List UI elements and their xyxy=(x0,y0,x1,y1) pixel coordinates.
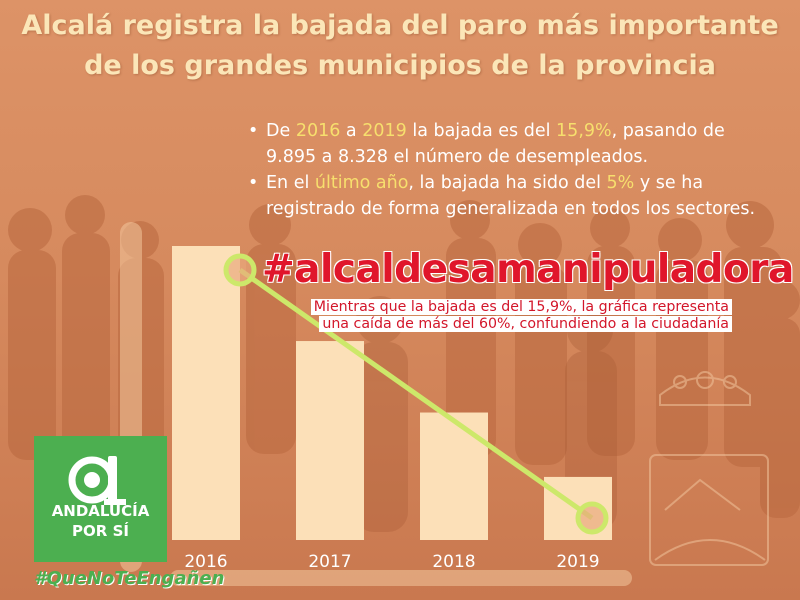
x-tick-label-2017: 2017 xyxy=(308,552,351,572)
bullet1-text-2: a xyxy=(340,121,363,141)
bar-2018 xyxy=(420,412,488,540)
party-logo-icon xyxy=(68,456,126,505)
bullet2-text-1: En el xyxy=(266,173,315,193)
bullet1-text-4: , pasando de 9.895 a 8.328 el número de … xyxy=(266,121,725,167)
trend-line xyxy=(238,267,594,521)
title-line-2: de los grandes municipios de la provinci… xyxy=(84,50,716,81)
bullet1-text-1: De xyxy=(266,121,296,141)
bullet1-text-3: la bajada es del xyxy=(406,121,557,141)
chart-note: Mientras que la bajada es del 15,9%, la … xyxy=(306,299,732,333)
bullet1-highlight-2: 2019 xyxy=(362,121,407,141)
hashtag-headline: #alcaldesamanipuladora xyxy=(262,247,794,292)
note-line-1: Mientras que la bajada es del 15,9%, la … xyxy=(310,299,732,315)
x-tick-label-2018: 2018 xyxy=(432,552,475,572)
bullet2-highlight-2: 5% xyxy=(606,173,635,193)
logo-text-line-1: ANDALUCÍA xyxy=(51,502,150,520)
bullet-item-1: De 2016 a 2019 la bajada es del 15,9%, p… xyxy=(248,118,768,170)
trend-point-end xyxy=(575,501,609,535)
title-line-1: Alcalá registra la bajada del paro más i… xyxy=(21,10,779,41)
x-tick-label-2016: 2016 xyxy=(184,552,227,572)
trend-point-start xyxy=(223,253,257,287)
bullet2-text-2: , la bajada ha sido del xyxy=(408,173,607,193)
logo-text-line-2: POR SÍ xyxy=(72,522,129,540)
bullet1-highlight-1: 2016 xyxy=(295,121,341,141)
note-line-2: una caída de más del 60%, confundiendo a… xyxy=(319,316,732,332)
bar-2017 xyxy=(296,341,364,540)
x-tick-label-2019: 2019 xyxy=(556,552,599,572)
page-title: Alcalá registra la bajada del paro más i… xyxy=(0,6,800,86)
bullet2-text-3: y se ha registrado de forma generalizada… xyxy=(266,173,756,219)
tagline-hashtag: #QueNoTeEngañen xyxy=(34,568,225,589)
bullet-list: De 2016 a 2019 la bajada es del 15,9%, p… xyxy=(248,118,768,222)
bar-2016 xyxy=(172,246,240,540)
party-logo: ANDALUCÍA POR SÍ xyxy=(34,436,167,562)
bullet2-highlight-1: último año xyxy=(314,173,409,193)
bullet1-highlight-3: 15,9% xyxy=(556,121,612,141)
bullet-item-2: En el último año, la bajada ha sido del … xyxy=(248,170,768,222)
